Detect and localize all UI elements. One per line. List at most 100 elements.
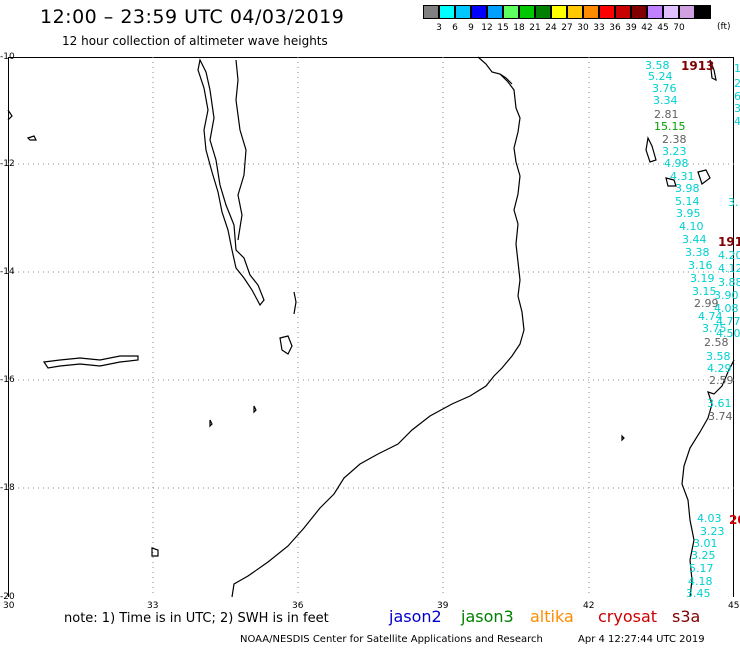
scale-swatch [535,5,551,19]
wave-height-label: 2 [734,77,740,90]
wave-height-label: 4.29 [707,362,732,375]
lake-malawi-west-shore [235,59,247,241]
wave-height-label: 3.15 [692,285,717,298]
wave-height-label: 3.38 [685,246,710,259]
wave-height-label: 3.76 [652,82,677,95]
small-island-a [26,135,37,141]
wave-height-label: 2.38 [662,133,687,146]
legend-jason2: jason2 [389,607,442,626]
wave-height-label: 3.16 [688,259,713,272]
wave-height-label: 3. [728,196,739,209]
scale-label: 18 [513,23,525,33]
cabo-delgado-coast [499,73,513,85]
lon-label: 45 [728,601,740,611]
wave-height-label: 3.74 [708,410,733,423]
wave-height-label: 2.99 [694,297,719,310]
scale-label: 42 [641,23,653,33]
scale-label: 33 [593,23,605,33]
scale-swatch [631,5,647,19]
scale-swatch [663,5,679,19]
pass-label: 20 [729,513,740,527]
scale-swatch [439,5,455,19]
small-mark-c [621,434,625,442]
lat-label: -14 [0,267,15,277]
wave-height-label: 3.58 [706,350,731,363]
lon-label: 39 [437,601,449,611]
scale-swatch [567,5,583,19]
wave-height-label: 1 [734,62,740,75]
scale-swatch [503,5,519,19]
scale-swatch [679,5,695,19]
wave-height-label: 15.15 [654,120,686,133]
coastlines [7,56,735,598]
wave-height-label: 3.23 [700,525,725,538]
lake-kariba-fragment [151,547,159,557]
lon-label: 42 [583,601,595,611]
wave-height-label: 3.34 [653,94,678,107]
wave-height-label: 2.81 [654,108,679,121]
small-lake-b [253,405,257,414]
wave-height-label: 3.45 [686,587,711,600]
wave-height-label: 5.24 [648,70,673,83]
legend-cryosat: cryosat [598,607,658,626]
wave-height-label: 3.61 [707,397,732,410]
wave-height-label: 4.03 [697,512,722,525]
scale-label: 15 [497,23,509,33]
generated-timestamp: Apr 4 12:27:44 UTC 2019 [578,634,705,645]
mayotte-island [709,59,717,82]
map-frame [8,57,734,597]
scale-swatch [599,5,615,19]
wave-height-label: 2.59 [709,374,734,387]
wave-height-label: 4.18 [688,575,713,588]
scale-label: 12 [481,23,493,33]
african-east-coast [231,56,525,598]
wave-height-label: 4.10 [679,220,704,233]
map-subtitle: 12 hour collection of altimeter wave hei… [62,34,328,48]
scale-label: 45 [657,23,669,33]
wave-height-label: 3.75 [702,322,727,335]
scale-swatch [695,5,711,19]
comoros-island-2 [665,177,677,187]
wave-height-label: 4.50 [716,327,740,340]
lon-label: 36 [292,601,304,611]
scale-swatch [615,5,631,19]
wave-height-label: 5.17 [689,562,714,575]
scale-swatch [519,5,535,19]
scale-label: 3 [436,23,442,33]
scale-label: 27 [561,23,573,33]
lon-label: 33 [147,601,159,611]
scale-label: 30 [577,23,589,33]
legend-altika: altika [530,607,574,626]
wave-height-label: 2.58 [704,336,729,349]
lake-chilwa-shape [279,335,293,355]
scale-swatch [551,5,567,19]
wave-height-label: 3 [734,102,740,115]
wave-height-label: 4.31 [670,170,695,183]
wave-height-label: 4.98 [664,157,689,170]
grid-lines [8,57,734,597]
legend-s3a: s3a [672,607,701,626]
lake-bangweulu-shape [42,355,139,369]
scale-label: 21 [529,23,541,33]
pass-label: 191 [718,235,740,249]
wave-height-label: 3.01 [693,537,718,550]
wave-height-label: 4.77 [716,315,740,328]
wave-height-label: 4.12 [718,262,740,275]
lake-shire-mark [293,291,297,315]
wave-height-label: 3.90 [714,289,739,302]
small-mark-d [209,419,213,428]
wave-height-label: 3.58 [645,59,670,72]
comoros-island-1 [645,136,657,163]
scale-swatch [647,5,663,19]
wave-height-label: 4.74 [698,310,723,323]
lat-label: -12 [0,159,15,169]
comoros-island-3 [697,169,711,185]
legend-jason3: jason3 [461,607,514,626]
scale-swatch [455,5,471,19]
scale-swatch [487,5,503,19]
units-note: note: 1) Time is in UTC; 2) SWH is in fe… [64,611,329,626]
scale-label: 6 [452,23,458,33]
wave-height-label: 5.14 [675,195,700,208]
scale-unit: (ft) [717,22,731,32]
